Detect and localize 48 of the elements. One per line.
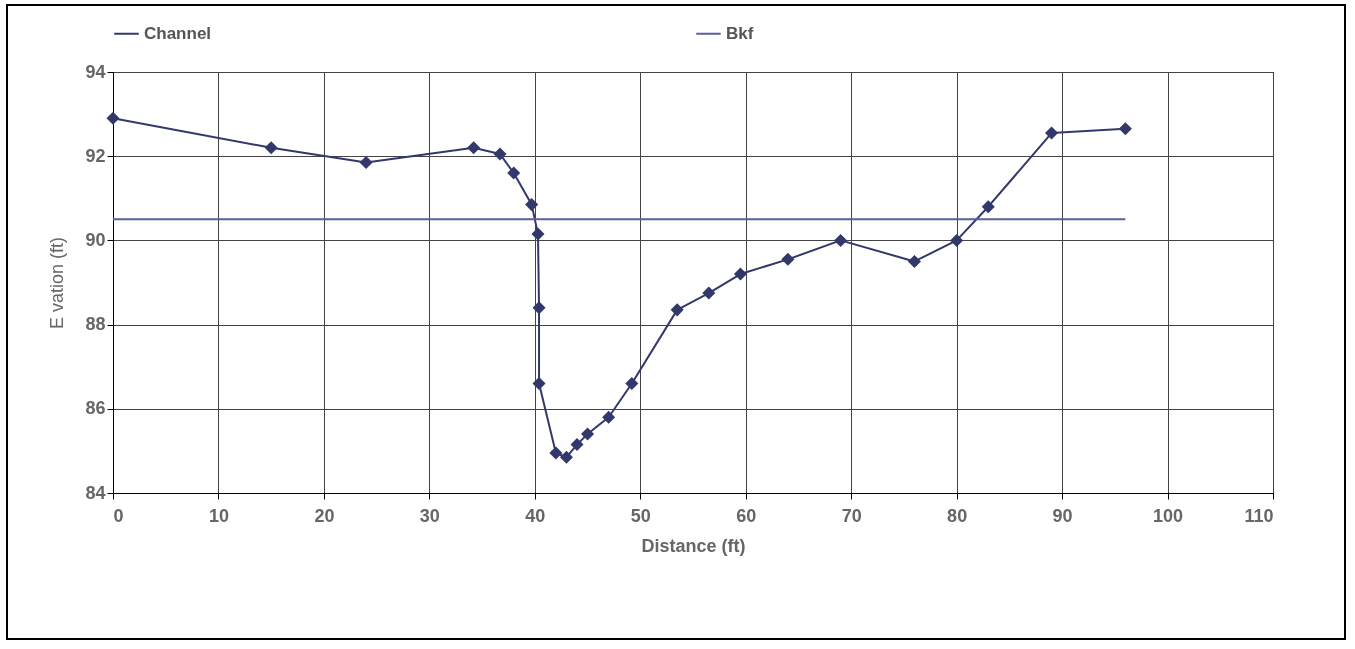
x-axis-title: Distance (ft) [641, 535, 746, 556]
point [467, 141, 481, 155]
point [264, 141, 278, 155]
point [733, 267, 747, 281]
point [525, 198, 539, 212]
point [950, 233, 964, 247]
point [570, 438, 584, 452]
point [625, 377, 639, 391]
point [507, 166, 521, 180]
point [702, 286, 716, 300]
point [106, 111, 120, 125]
y-axis-title: E vation (ft) [47, 236, 68, 330]
x-tick-label: 110 [1244, 505, 1274, 526]
point [531, 227, 545, 241]
point [981, 200, 995, 214]
x-tick-label: 10 [208, 505, 229, 526]
point [1045, 126, 1059, 140]
point [670, 303, 684, 317]
x-tick-label: 20 [314, 505, 335, 526]
legend-label: Bkf [726, 23, 754, 43]
legend-label: Channel [144, 23, 212, 43]
point [532, 301, 546, 315]
y-tick-label: 90 [85, 229, 106, 250]
y-tick-label: 94 [85, 61, 106, 82]
x-tick-label: 100 [1153, 505, 1184, 526]
y-tick-label: 86 [85, 398, 106, 419]
x-tick-label: 50 [630, 505, 651, 526]
point [559, 450, 573, 464]
point [834, 233, 848, 247]
point [602, 410, 616, 424]
y-tick-label: 92 [85, 145, 106, 166]
point [532, 377, 546, 391]
x-tick-label: 90 [1052, 505, 1073, 526]
point [359, 156, 373, 170]
x-tick-label: 80 [947, 505, 968, 526]
point [781, 252, 795, 266]
point [1118, 122, 1132, 136]
y-tick-label: 88 [85, 314, 106, 335]
point [907, 254, 921, 268]
point [549, 446, 563, 460]
x-tick-label: 0 [113, 505, 124, 526]
x-tick-label: 70 [841, 505, 862, 526]
y-tick-label: 84 [85, 482, 106, 503]
point [493, 147, 507, 161]
point [581, 427, 595, 441]
x-tick-label: 60 [736, 505, 757, 526]
x-tick-label: 30 [419, 505, 440, 526]
x-tick-label: 40 [525, 505, 546, 526]
